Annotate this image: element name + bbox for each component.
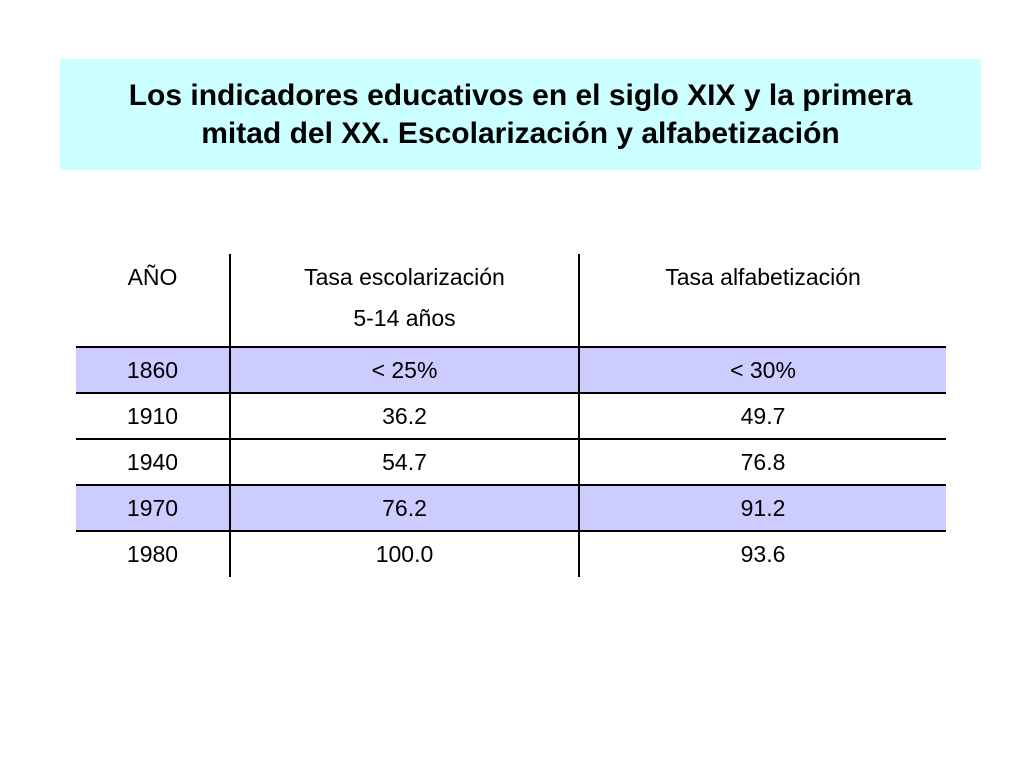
cell-year: 1970 — [76, 484, 231, 531]
cell-year: 1860 — [76, 346, 231, 393]
header-schooling: Tasa escolarización 5-14 años — [230, 254, 580, 347]
cell-schooling: 54.7 — [230, 438, 580, 485]
cell-literacy: < 30% — [579, 346, 946, 393]
header-schooling-label: Tasa escolarización — [304, 264, 505, 290]
cell-literacy: 93.6 — [579, 530, 946, 577]
header-literacy-label: Tasa alfabetización — [665, 264, 861, 290]
cell-schooling: < 25% — [230, 346, 580, 393]
header-literacy: Tasa alfabetización — [579, 254, 946, 347]
cell-schooling: 100.0 — [230, 530, 580, 577]
cell-schooling: 76.2 — [230, 484, 580, 531]
cell-literacy: 76.8 — [579, 438, 946, 485]
table-row: 1940 54.7 76.8 — [76, 438, 946, 485]
cell-year: 1910 — [76, 392, 231, 439]
header-schooling-sublabel: 5-14 años — [353, 305, 456, 331]
table-row: 1910 36.2 49.7 — [76, 392, 946, 439]
cell-literacy: 91.2 — [579, 484, 946, 531]
table-row: 1860 < 25% < 30% — [76, 346, 946, 393]
title-line-2: mitad del XX. Escolarización y alfabetiz… — [201, 116, 840, 150]
header-year-label: AÑO — [127, 264, 178, 290]
table-row: 1970 76.2 91.2 — [76, 484, 946, 531]
title-line-1: Los indicadores educativos en el siglo X… — [128, 78, 913, 112]
cell-schooling: 36.2 — [230, 392, 580, 439]
cell-year: 1980 — [76, 530, 231, 577]
header-year: AÑO — [76, 254, 231, 347]
cell-year: 1940 — [76, 438, 231, 485]
education-indicators-table: AÑO Tasa escolarización 5-14 años Tasa a… — [76, 254, 946, 577]
table-header-row: AÑO Tasa escolarización 5-14 años Tasa a… — [76, 254, 946, 347]
title-banner: Los indicadores educativos en el siglo X… — [60, 59, 981, 170]
cell-literacy: 49.7 — [579, 392, 946, 439]
table-row: 1980 100.0 93.6 — [76, 530, 946, 577]
